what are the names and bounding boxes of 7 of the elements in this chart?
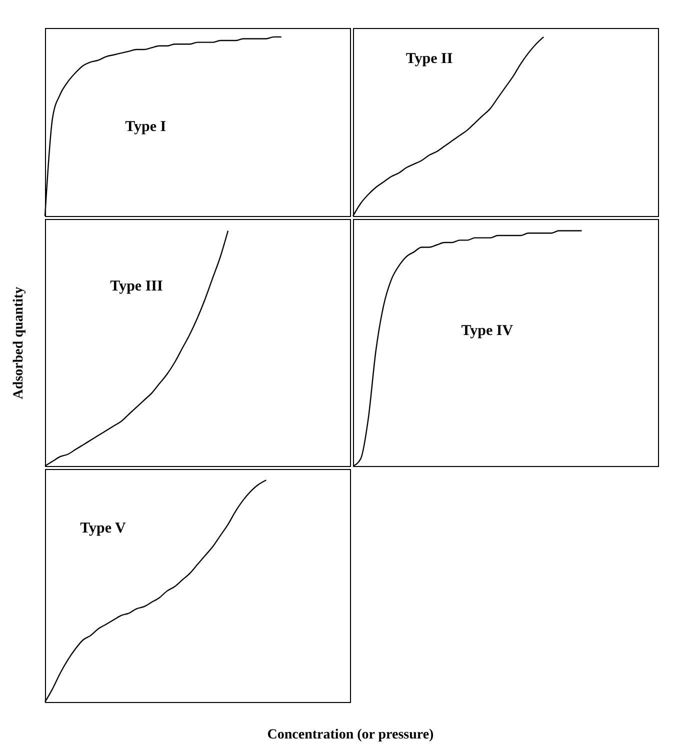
text: Type IV	[461, 323, 514, 340]
y-axis-title: Adsorbed quantity	[12, 286, 26, 400]
text: Type III	[110, 278, 163, 295]
x-axis-title: Concentration (or pressure)	[267, 728, 434, 742]
text: Type V	[80, 520, 126, 536]
text: Type I	[125, 118, 166, 135]
text: Type II	[406, 51, 453, 68]
